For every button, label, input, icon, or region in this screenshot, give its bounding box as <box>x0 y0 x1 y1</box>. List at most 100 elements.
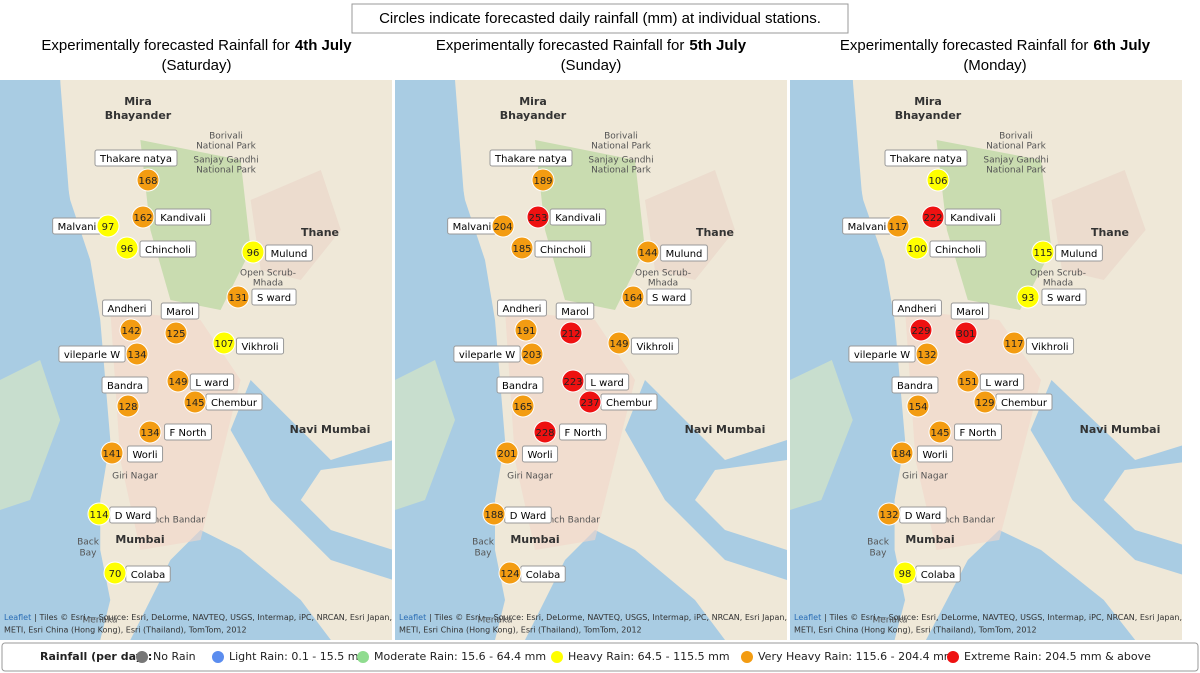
station-label: F North <box>559 423 607 441</box>
rain-circle <box>559 321 583 345</box>
station-label: Chembur <box>995 393 1053 411</box>
place-label: Navi Mumbai <box>290 423 371 436</box>
station-label-box <box>58 345 126 363</box>
station-label: Chembur <box>600 393 658 411</box>
station-name: Chembur <box>211 398 258 409</box>
station-label: Marol <box>950 302 990 320</box>
attribution-text: | Tiles © Esri — Source: Esri, DeLorme, … <box>824 613 1182 622</box>
place-label: Open Scrub- <box>635 269 691 279</box>
rain-value: 141 <box>102 449 121 460</box>
station-name: Chembur <box>1001 398 1048 409</box>
place-label: National Park <box>986 142 1047 152</box>
place-label: Menaka <box>872 616 907 626</box>
rain-circle <box>533 420 557 444</box>
station-name: Bandra <box>107 381 143 392</box>
rain-circle <box>138 420 162 444</box>
legend-swatch <box>136 651 148 663</box>
rain-circle <box>956 369 980 393</box>
station-label-box <box>892 299 942 317</box>
station-name: D Ward <box>905 511 942 522</box>
station-label: Andheri <box>497 299 547 317</box>
station-label: L ward <box>189 373 235 391</box>
rain-value: 117 <box>1004 339 1023 350</box>
station-label-box <box>979 373 1025 391</box>
place-label: Mhada <box>1043 279 1073 289</box>
station-label-box <box>944 208 1002 226</box>
rain-circle <box>636 240 660 264</box>
note: Circles indicate forecasted daily rainfa… <box>379 10 821 27</box>
place-label: Menaka <box>477 616 512 626</box>
place-label: Giri Nagar <box>112 472 158 482</box>
station-label-box <box>235 337 285 355</box>
station-label: Thakare natya <box>884 149 968 167</box>
station-name: Marol <box>956 307 984 318</box>
station-label: vileparle W <box>453 345 521 363</box>
place-label: Giri Nagar <box>507 472 553 482</box>
place-label: Bay <box>869 549 887 559</box>
rain-value: 98 <box>899 569 912 580</box>
rain-value: 134 <box>140 428 159 439</box>
station-label-box <box>101 376 149 394</box>
attribution-text: | Tiles © Esri — Source: Esri, DeLorme, … <box>34 613 392 622</box>
station-name: Kandivali <box>555 213 601 224</box>
station-name: Chincholi <box>935 245 981 256</box>
title-text: Experimentally forecasted Rainfall for <box>436 37 684 54</box>
place-label: Back <box>472 538 495 548</box>
station-label: Malvani <box>447 217 497 235</box>
legend-label: Very Heavy Rain: 115.6 - 204.4 mm <box>758 650 955 663</box>
rain-value: 189 <box>533 176 552 187</box>
rain-circle <box>212 331 236 355</box>
station-label: Bandra <box>891 376 939 394</box>
station-label: Marol <box>555 302 595 320</box>
rain-circle <box>906 394 930 418</box>
rain-value: 132 <box>879 510 898 521</box>
rain-value: 184 <box>892 449 911 460</box>
station-label: Colaba <box>125 565 171 583</box>
station-label: L ward <box>979 373 1025 391</box>
place-label: Mira <box>914 95 942 108</box>
rain-circle <box>131 205 155 229</box>
place-label: Giri Nagar <box>902 472 948 482</box>
station-label-box <box>489 149 573 167</box>
legend-label: Light Rain: 0.1 - 15.5 mm <box>229 650 369 663</box>
place-label: Mhada <box>253 279 283 289</box>
station-label: Thakare natya <box>94 149 178 167</box>
place-label: inch Bandar <box>151 516 205 526</box>
station-name: Marol <box>166 307 194 318</box>
place-label: National Park <box>986 166 1047 176</box>
station-name: Kandivali <box>160 213 206 224</box>
title-date: 4th July <box>295 37 352 54</box>
rain-circle <box>96 214 120 238</box>
rain-value: 106 <box>928 176 947 187</box>
place-label: Bhayander <box>105 109 172 122</box>
station-name: Worli <box>922 450 947 461</box>
station-name: Vikhroli <box>1031 342 1068 353</box>
rain-circle <box>578 390 602 414</box>
station-name: D Ward <box>115 511 152 522</box>
legend-swatch <box>551 651 563 663</box>
rain-circle <box>905 236 929 260</box>
attribution: Leaflet | Tiles © Esri — Source: Esri, De… <box>4 613 392 622</box>
station-name: Mulund <box>1061 249 1098 260</box>
station-label: Mulund <box>660 244 708 262</box>
rain-circle <box>136 168 160 192</box>
station-name: L ward <box>985 378 1018 389</box>
place-label: inch Bandar <box>941 516 995 526</box>
station-label-box <box>497 299 547 317</box>
station-name: D Ward <box>510 511 547 522</box>
place-label: Mumbai <box>905 533 954 546</box>
place-label: Bhayander <box>500 109 567 122</box>
rain-circle <box>482 502 506 526</box>
station-label: Colaba <box>915 565 961 583</box>
station-label: Vikhroli <box>235 337 285 355</box>
station-label: Malvani <box>52 217 102 235</box>
rain-value: 191 <box>516 326 535 337</box>
station-label-box <box>884 149 968 167</box>
station-name: Thakare natya <box>99 154 172 165</box>
attribution: METI, Esri China (Hong Kong), Esri (Thai… <box>4 626 247 635</box>
rain-value: 93 <box>1022 293 1035 304</box>
place-label: National Park <box>196 166 257 176</box>
place-label: Back <box>867 538 890 548</box>
legend-title: Rainfall (per day): <box>40 650 152 663</box>
rain-circle <box>928 420 952 444</box>
